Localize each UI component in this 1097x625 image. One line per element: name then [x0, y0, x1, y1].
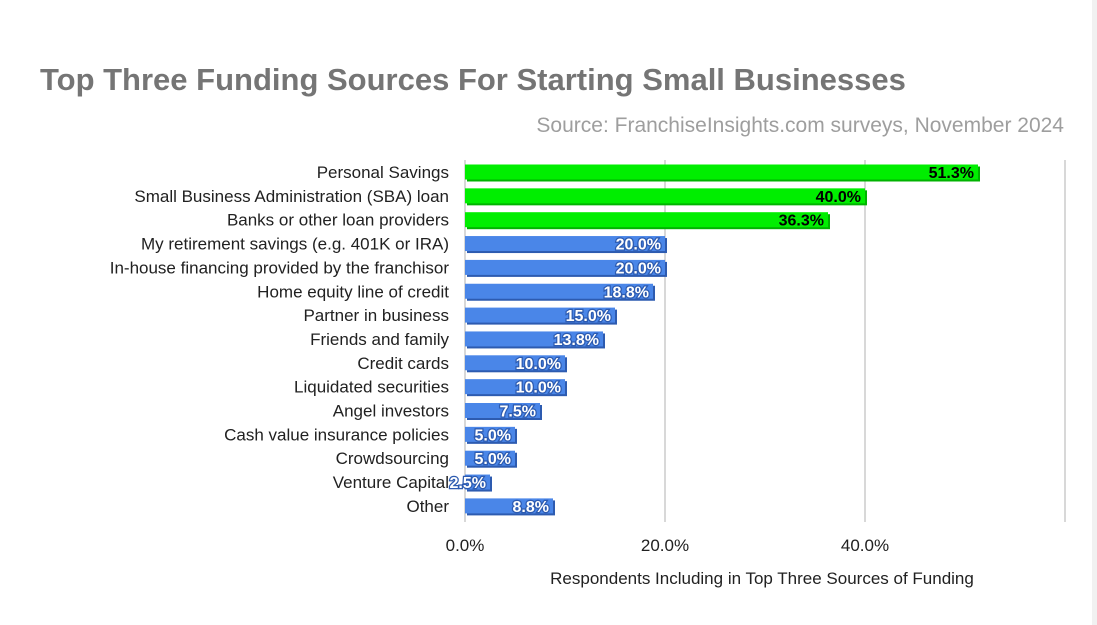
category-label: Angel investors [333, 402, 449, 421]
bar [465, 188, 865, 204]
bar [465, 379, 565, 395]
data-label: 2.5% [450, 475, 486, 492]
x-tick-label: 40.0% [841, 536, 889, 555]
bar [465, 474, 490, 490]
bar [465, 450, 515, 466]
x-tick-label: 20.0% [641, 536, 689, 555]
category-label: Cash value insurance policies [224, 425, 449, 444]
category-label: My retirement savings (e.g. 401K or IRA) [141, 235, 449, 254]
category-labels: Personal Savings Small Business Administr… [110, 163, 450, 516]
x-tick-label: 0.0% [446, 536, 485, 555]
data-label: 20.0% [616, 237, 661, 254]
bar [465, 259, 665, 275]
category-label: Home equity line of credit [257, 282, 449, 301]
data-label: 5.0% [475, 451, 511, 468]
bar [465, 283, 653, 299]
data-label: 13.8% [554, 332, 599, 349]
data-label: 40.0% [816, 189, 861, 206]
bar [465, 236, 665, 252]
category-label: Other [406, 497, 449, 516]
data-label: 51.3% [929, 165, 974, 182]
bar [465, 212, 828, 228]
data-label: 18.8% [604, 284, 649, 301]
category-label: Venture Capital [333, 473, 449, 492]
data-label: 15.0% [566, 308, 611, 325]
bars [465, 164, 980, 516]
data-label: 10.0% [516, 380, 561, 397]
category-label: Friends and family [310, 330, 449, 349]
data-label: 20.0% [616, 260, 661, 277]
bar [465, 355, 565, 371]
data-label: 10.0% [516, 356, 561, 373]
bar [465, 331, 603, 347]
category-label: Partner in business [303, 306, 449, 325]
chart-subtitle: Source: FranchiseInsights.com surveys, N… [536, 114, 1064, 137]
data-label: 7.5% [500, 404, 536, 421]
bar [465, 403, 540, 418]
bar [465, 498, 553, 514]
category-label: Credit cards [357, 354, 449, 373]
chart-title: Top Three Funding Sources For Starting S… [40, 62, 906, 97]
data-labels: 51.3% 40.0% 36.3% 20.0% 20.0% 18.8% 15.0% 13.8%… [448, 165, 974, 517]
category-label: Small Business Administration (SBA) loan [134, 187, 449, 206]
x-axis-title: Respondents Including in Top Three Sourc… [550, 569, 974, 588]
category-label: Crowdsourcing [336, 449, 449, 468]
category-label: In-house financing provided by the franc… [110, 258, 450, 277]
bar [465, 307, 615, 323]
data-label: 5.0% [475, 427, 511, 444]
category-label: Liquidated securities [294, 378, 449, 397]
bar [465, 426, 515, 442]
x-tick-labels: 0.0% 20.0% 40.0% [446, 536, 889, 555]
data-label: 36.3% [779, 213, 824, 230]
category-label: Personal Savings [317, 163, 449, 182]
bar [465, 164, 978, 180]
category-label: Banks or other loan providers [227, 211, 449, 230]
data-label: 8.8% [513, 499, 549, 516]
